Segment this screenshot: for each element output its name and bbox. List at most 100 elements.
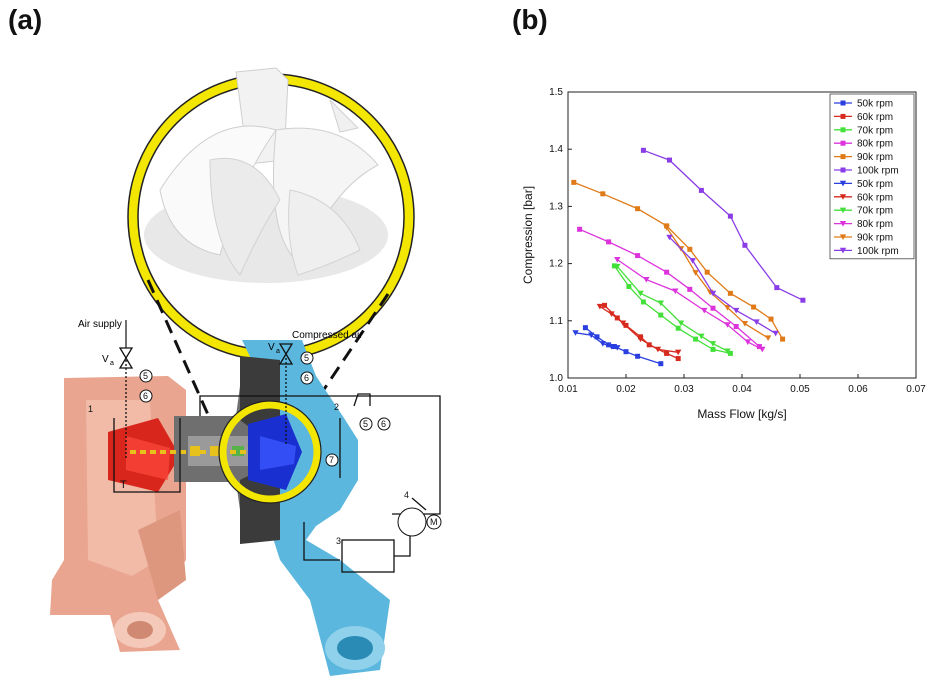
data-point — [663, 224, 670, 231]
svg-text:6: 6 — [304, 373, 309, 383]
data-point — [751, 304, 757, 310]
data-point — [756, 344, 762, 350]
data-point — [643, 277, 650, 283]
series-line — [579, 228, 760, 347]
data-point — [727, 350, 733, 356]
y-tick-label: 1.3 — [549, 201, 563, 212]
data-point — [759, 346, 766, 353]
legend-label: 100k rpm — [857, 166, 899, 177]
data-point — [675, 356, 681, 362]
x-tick-label: 0.01 — [558, 384, 578, 395]
data-point — [709, 341, 717, 347]
data-point — [687, 286, 693, 292]
data-point — [709, 290, 717, 297]
legend-marker — [839, 180, 847, 187]
data-point — [614, 256, 621, 263]
data-point — [724, 348, 731, 355]
data-point — [768, 316, 774, 322]
data-point — [693, 336, 699, 342]
data-point — [588, 332, 595, 339]
data-point — [692, 270, 699, 276]
magnified-impeller-view — [127, 67, 415, 361]
data-point — [635, 353, 641, 359]
data-point — [800, 297, 806, 303]
data-point — [672, 288, 679, 295]
svg-text:M: M — [430, 517, 438, 527]
data-point — [637, 336, 644, 343]
data-point — [733, 307, 740, 314]
data-point — [724, 322, 731, 328]
compressor-map-chart: 0.01 0.02 0.03 0.04 0.05 0.06 0.07 1.0 1.1 1.2 1.3… — [520, 80, 937, 440]
legend-marker — [840, 127, 846, 133]
svg-text:6: 6 — [143, 391, 148, 401]
svg-text:7: 7 — [329, 455, 334, 465]
turbine-housing — [50, 376, 186, 652]
data-point — [744, 339, 751, 345]
legend-label: 50k rpm — [857, 179, 893, 190]
series-4 — [571, 179, 786, 342]
legend-label: 80k rpm — [857, 219, 893, 230]
svg-text:2: 2 — [334, 402, 339, 412]
svg-text:3: 3 — [336, 536, 341, 546]
data-point — [698, 187, 704, 193]
svg-text:6: 6 — [381, 419, 386, 429]
data-point — [614, 263, 621, 270]
svg-text:5: 5 — [143, 371, 148, 381]
data-point — [698, 333, 705, 340]
data-point — [594, 334, 600, 340]
legend-label: 90k rpm — [857, 152, 893, 163]
series-line — [573, 181, 784, 340]
data-point — [640, 299, 646, 305]
data-point — [727, 213, 733, 219]
data-point — [772, 330, 779, 337]
data-point — [677, 320, 685, 327]
series-6 — [572, 330, 621, 351]
legend-marker — [839, 207, 847, 214]
legend-marker — [840, 154, 846, 160]
data-point — [675, 325, 681, 331]
data-point — [640, 147, 646, 153]
valve-in-label: V — [102, 354, 109, 365]
data-point — [675, 349, 682, 356]
data-point — [741, 321, 749, 327]
legend-marker — [839, 194, 847, 200]
data-point — [689, 258, 696, 264]
series-5 — [640, 147, 806, 303]
compressor-housing — [240, 340, 390, 676]
y-tick-label: 1.4 — [549, 144, 563, 155]
legend-marker — [839, 234, 847, 240]
data-point — [602, 302, 608, 308]
data-point — [582, 325, 588, 331]
data-point — [664, 269, 670, 275]
data-point — [774, 285, 780, 291]
data-point — [780, 336, 786, 342]
valve-in-sub: a — [110, 360, 114, 367]
series-line — [613, 265, 731, 355]
legend-marker — [839, 221, 847, 227]
data-point — [572, 330, 579, 336]
y-tick-label: 1.0 — [549, 373, 563, 384]
data-point — [658, 361, 664, 367]
legend-label: 80k rpm — [857, 139, 893, 150]
legend-marker — [840, 167, 846, 173]
svg-text:1: 1 — [88, 404, 93, 414]
compressed-air-valve: V a Compressed air — [268, 330, 363, 365]
legend-label: 70k rpm — [857, 206, 893, 217]
data-point — [664, 350, 670, 356]
data-point — [701, 307, 708, 314]
legend-marker — [840, 100, 846, 106]
y-axis-label: Compression [bar] — [521, 186, 535, 284]
data-point — [753, 319, 760, 325]
data-point — [606, 342, 612, 348]
data-point — [635, 206, 641, 212]
compressor-impeller — [248, 414, 302, 490]
x-tick-label: 0.04 — [732, 384, 752, 395]
data-point — [687, 246, 693, 252]
data-point — [667, 157, 672, 163]
series-3 — [577, 226, 762, 350]
series-7 — [596, 303, 682, 356]
legend-box — [829, 93, 915, 260]
series-9 — [614, 256, 766, 353]
valve-out-sub: a — [276, 348, 280, 355]
data-point — [666, 234, 673, 241]
